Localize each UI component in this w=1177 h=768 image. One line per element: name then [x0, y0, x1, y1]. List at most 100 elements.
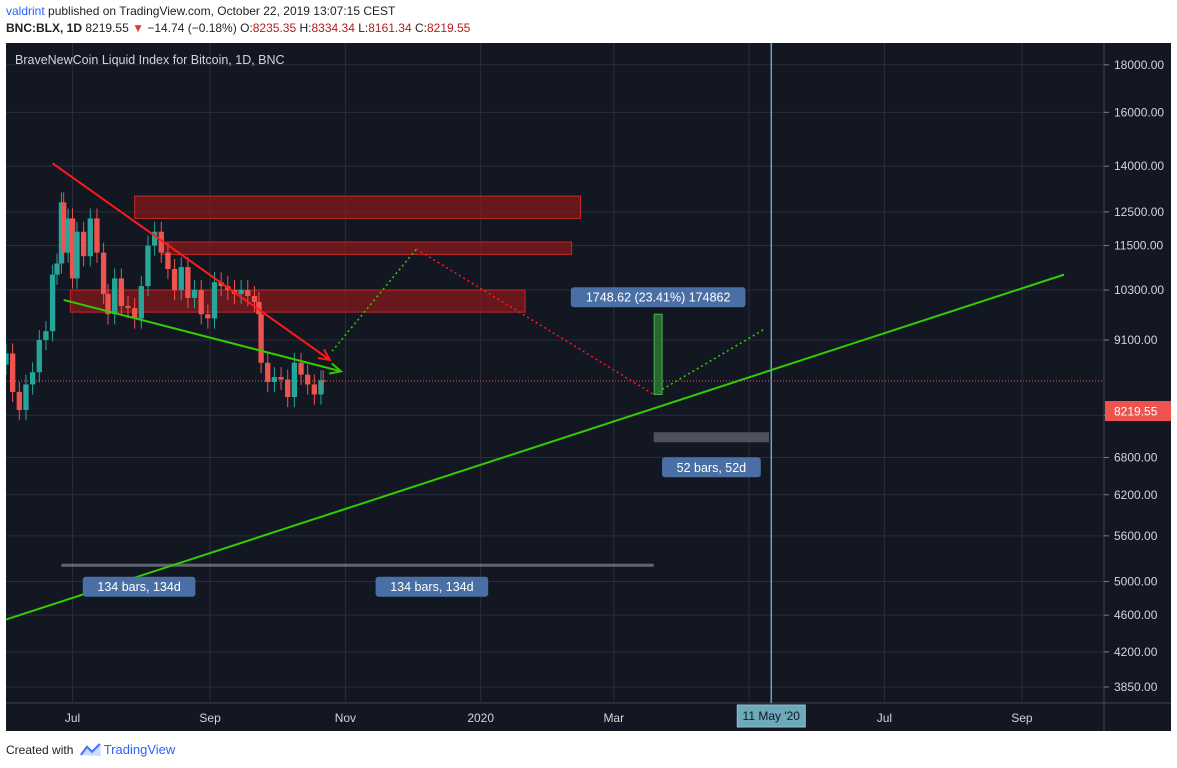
candle: [65, 218, 71, 253]
price-axis-background: [1104, 43, 1171, 731]
symbol-name: BNC:BLX, 1D: [6, 21, 83, 35]
projection-path: [653, 328, 765, 396]
candle: [171, 269, 178, 290]
footer: Created with TradingView: [6, 742, 175, 757]
candle: [305, 374, 311, 385]
candle: [49, 274, 56, 332]
published-text: published on TradingView.com, October 22…: [44, 4, 396, 18]
y-tick-label: 10300.00: [1114, 283, 1164, 297]
range-label: 134 bars, 134d: [97, 580, 180, 594]
candle: [151, 231, 158, 246]
resistance-zone: [160, 241, 573, 255]
candle: [80, 231, 87, 257]
close-label: C:: [414, 21, 427, 35]
range-label-bg: [661, 457, 761, 478]
candle: [265, 362, 271, 382]
resistance-arrow: [52, 162, 331, 361]
range-label-bg: [82, 576, 196, 597]
candle: [178, 267, 184, 290]
candle: [285, 379, 291, 398]
price-change: −14.74 (−0.18%): [147, 21, 237, 35]
candle: [185, 267, 191, 298]
open-label: O:: [240, 21, 253, 35]
y-tick-label: 12500.00: [1114, 205, 1164, 219]
x-tick-label: Mar: [603, 711, 624, 725]
candle: [94, 218, 100, 253]
candle: [238, 289, 244, 294]
last-price: 8219.55: [85, 21, 129, 35]
y-tick-label: 4200.00: [1114, 645, 1158, 659]
candle: [251, 295, 258, 302]
candle: [320, 380, 326, 382]
candle: [23, 384, 29, 410]
date-range-bar: [653, 432, 770, 443]
candle: [29, 372, 36, 385]
candle: [278, 377, 284, 380]
y-tick-label: 9100.00: [1114, 333, 1158, 347]
measure-label: 1748.62 (23.41%) 174862: [586, 291, 731, 305]
candle: [6, 353, 9, 365]
y-tick-label: 6200.00: [1114, 488, 1158, 502]
created-with-text: Created with: [6, 743, 74, 757]
candle: [16, 391, 22, 410]
candle: [100, 252, 107, 294]
x-tick-label: Jul: [65, 711, 80, 725]
publish-info: valdrint published on TradingView.com, O…: [6, 4, 395, 18]
price-range-measure: [653, 313, 663, 395]
candle: [138, 286, 144, 319]
range-label: 134 bars, 134d: [390, 580, 473, 594]
candle: [131, 308, 138, 319]
candle: [218, 282, 224, 287]
candle: [69, 218, 76, 279]
x-tick-label: 2020: [467, 711, 494, 725]
down-arrow-icon: ▼: [132, 21, 144, 35]
price-chart[interactable]: 18000.00 16000.00 14000.00 12500.00 11500.00…: [6, 43, 1171, 731]
x-tick-label: Sep: [1011, 711, 1033, 725]
close-value: 8219.55: [426, 21, 471, 35]
last-price-badge-bg: [1105, 401, 1171, 422]
projection-path: [415, 248, 655, 396]
date-marker-badge-bg: [736, 704, 806, 728]
range-label-bg: [375, 576, 489, 597]
y-tick-label: 5600.00: [1114, 529, 1158, 543]
y-tick-label: 5000.00: [1114, 575, 1158, 589]
y-tick-label: 3850.00: [1114, 680, 1158, 694]
y-tick-label: 4600.00: [1114, 608, 1158, 622]
channel-support-arrow-head: [328, 362, 344, 375]
candle: [205, 314, 211, 319]
range-label: 52 bars, 52d: [677, 461, 747, 475]
resistance-zone: [69, 289, 526, 313]
candle: [118, 278, 125, 306]
open-value: 8235.35: [252, 21, 297, 35]
chart-title: BraveNewCoin Liquid Index for Bitcoin, 1…: [15, 53, 285, 67]
candle: [9, 353, 16, 392]
plot-background: [6, 43, 1104, 703]
candle: [298, 362, 304, 375]
date-range-bar: [61, 563, 359, 567]
y-tick-label: 11500.00: [1114, 239, 1163, 253]
y-tick-label: 6800.00: [1114, 450, 1158, 464]
tradingview-brand[interactable]: TradingView: [103, 742, 176, 757]
candle: [54, 263, 60, 275]
long-term-support-line: [6, 273, 1065, 621]
candle: [245, 289, 251, 296]
candle: [43, 331, 49, 340]
candle: [145, 245, 151, 287]
candle: [311, 384, 317, 395]
date-range-bar: [358, 563, 654, 567]
candle: [198, 289, 204, 315]
measure-label-bg: [570, 287, 746, 308]
candle: [61, 202, 67, 253]
candle: [112, 278, 118, 315]
candle: [258, 314, 264, 363]
candle: [271, 377, 278, 382]
resistance-zone: [134, 195, 582, 219]
high-value: 8334.34: [311, 21, 355, 35]
author-link[interactable]: valdrint: [6, 4, 45, 18]
candle: [291, 362, 298, 398]
candle: [211, 282, 218, 319]
y-tick-label: 18000.00: [1114, 58, 1164, 72]
x-tick-label: Sep: [199, 711, 221, 725]
y-tick-label: 16000.00: [1114, 105, 1164, 119]
projection-path: [331, 248, 417, 352]
